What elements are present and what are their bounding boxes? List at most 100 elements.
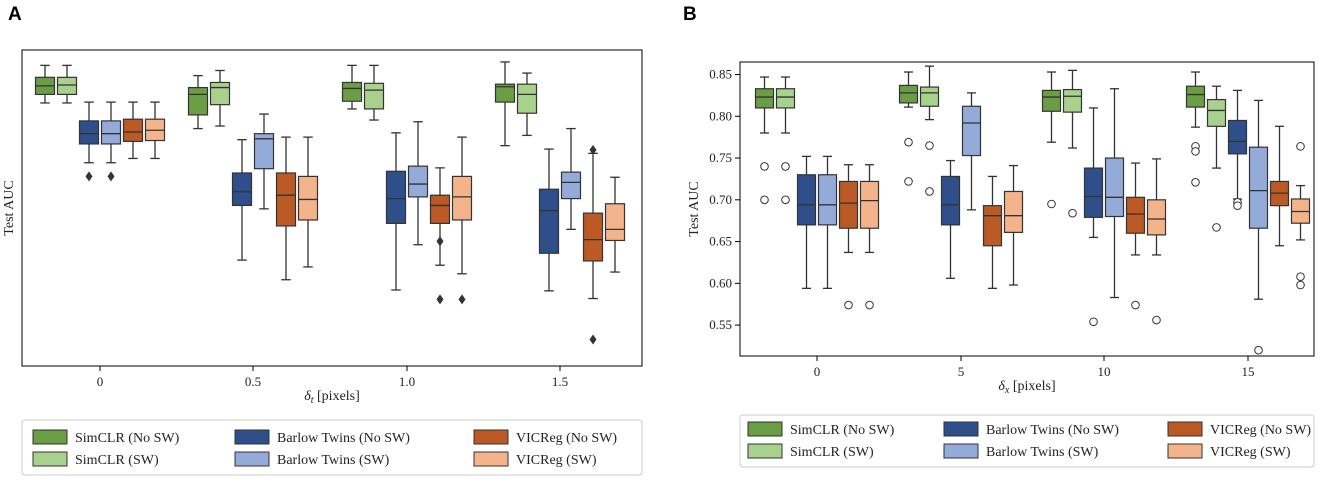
legend-label: Barlow Twins (SW) <box>986 445 1099 460</box>
box-barlow-twins-sw-5 <box>961 92 982 211</box>
legend-label: Barlow Twins (No SW) <box>986 423 1119 438</box>
box-barlow-twins-sw-0-5 <box>253 113 275 210</box>
box-simclr-no-sw-15 <box>1185 71 1206 187</box>
panel-a: 0 0.5 1.0 1.5 δt [pixels] Test AUC SimCLR (… <box>2 49 643 476</box>
outlier-point <box>1131 300 1140 310</box>
outlier-point <box>589 144 597 155</box>
legend-label: VICReg (No SW) <box>1210 423 1311 438</box>
box-body <box>187 86 209 116</box>
box-simclr-sw-1-0 <box>363 64 385 121</box>
y-tick-label: 0.85 <box>709 67 732 82</box>
x-axis-b: 0 5 10 15 <box>814 356 1255 379</box>
plot-a-marks <box>34 61 626 345</box>
box-barlow-twins-sw-1-5 <box>560 127 582 231</box>
box-barlow-twins-no-sw-0 <box>796 155 817 289</box>
box-vicreg-sw-5 <box>1003 164 1024 286</box>
legend-item-vicreg-sw: VICReg (SW) <box>1167 443 1291 460</box>
box-body <box>56 76 78 96</box>
outlier-point <box>1152 315 1161 325</box>
outlier-point <box>436 236 444 247</box>
box-vicreg-no-sw-0 <box>838 164 859 310</box>
box-body <box>494 83 516 103</box>
legend-swatch <box>234 429 270 445</box>
box-body <box>231 172 253 207</box>
legend-swatch <box>32 429 68 445</box>
y-tick-label: 0.70 <box>709 192 732 207</box>
legend-label: SimCLR (SW) <box>75 453 159 468</box>
outlier-point <box>904 177 913 186</box>
box-barlow-twins-sw-0 <box>817 155 838 289</box>
box-body <box>341 81 363 102</box>
box-body <box>385 170 407 224</box>
legend-item-simclr-sw: SimCLR (SW) <box>32 451 159 468</box>
legend-swatch <box>473 451 509 467</box>
outlier-point <box>1233 201 1242 210</box>
y-tick-label: 0.80 <box>709 108 732 123</box>
box-simclr-sw-15 <box>1206 85 1227 232</box>
box-simclr-no-sw-0 <box>754 76 775 205</box>
box-body <box>582 212 604 262</box>
outlier-point <box>844 300 853 310</box>
box-body <box>516 83 538 114</box>
box-simclr-no-sw-1-0 <box>341 64 363 110</box>
box-vicreg-sw-0 <box>859 164 880 310</box>
outlier-point <box>781 162 790 171</box>
outlier-point <box>107 171 115 182</box>
legend-item-vicreg-no-sw: VICReg (No SW) <box>1167 421 1311 438</box>
legend-b: SimCLR (No SW) Barlow Twins (No SW) VICReg… <box>739 414 1315 468</box>
y-axis-label-a: Test AUC <box>2 180 17 235</box>
y-axis-b: 0.55 0.60 0.65 0.70 0.75 0.80 0.85 <box>709 67 740 332</box>
x-tick-label: 1.5 <box>552 374 568 389</box>
box-simclr-sw-0 <box>775 76 796 205</box>
box-barlow-twins-sw-10 <box>1104 88 1125 299</box>
outlier-point <box>1191 177 1200 187</box>
x-tick-label: 0 <box>814 364 821 379</box>
box-body <box>604 203 626 242</box>
legend-item-simclr-no-sw: SimCLR (No SW) <box>32 429 180 446</box>
outlier-point <box>1296 272 1305 281</box>
legend-swatch <box>1167 421 1203 437</box>
legend-label: VICReg (No SW) <box>516 431 617 446</box>
outlier-point <box>1191 147 1200 156</box>
box-body <box>538 188 560 254</box>
outlier-point <box>1047 199 1056 209</box>
legend-item-barlow-twins-no-sw: Barlow Twins (No SW) <box>943 421 1119 438</box>
box-simclr-no-sw-10 <box>1041 71 1062 209</box>
y-tick-label: 0.65 <box>709 234 732 249</box>
x-tick-label: 0.5 <box>245 374 261 389</box>
legend-item-barlow-twins-no-sw: Barlow Twins (No SW) <box>234 429 410 446</box>
box-body <box>961 105 982 157</box>
box-body <box>1206 98 1227 127</box>
plot-area-b <box>739 61 1315 357</box>
box-simclr-no-sw-0-5 <box>187 74 209 130</box>
box-barlow-twins-no-sw-0-5 <box>231 139 253 261</box>
box-simclr-sw-0-5 <box>209 69 231 127</box>
x-tick-label: 5 <box>958 364 965 379</box>
plot-area-a <box>21 49 643 367</box>
legend-label: VICReg (SW) <box>516 453 597 468</box>
y-tick-label: 0.60 <box>709 275 732 290</box>
legend-swatch <box>747 443 783 459</box>
legend-item-simclr-sw: SimCLR (SW) <box>747 443 874 460</box>
box-barlow-twins-no-sw-5 <box>940 159 961 279</box>
box-body <box>560 171 582 200</box>
box-body <box>363 82 385 110</box>
box-vicreg-sw-10 <box>1146 158 1167 325</box>
x-tick-label: 10 <box>1098 364 1111 379</box>
legend-swatch <box>473 429 509 445</box>
legend-swatch <box>943 443 979 459</box>
outlier-point <box>1254 345 1263 355</box>
box-barlow-twins-no-sw-15 <box>1227 89 1248 210</box>
box-vicreg-no-sw-0 <box>122 101 144 160</box>
y-tick-label: 0.75 <box>709 150 732 165</box>
outlier-point <box>1068 208 1077 218</box>
legend-item-simclr-no-sw: SimCLR (No SW) <box>747 421 895 438</box>
box-body <box>1003 190 1024 233</box>
box-body <box>451 175 473 221</box>
box-vicreg-sw-0 <box>144 101 166 160</box>
box-barlow-twins-sw-1-0 <box>407 121 429 246</box>
box-vicreg-sw-15 <box>1290 142 1311 290</box>
outlier-point <box>865 300 874 310</box>
box-barlow-twins-no-sw-1-5 <box>538 148 560 292</box>
